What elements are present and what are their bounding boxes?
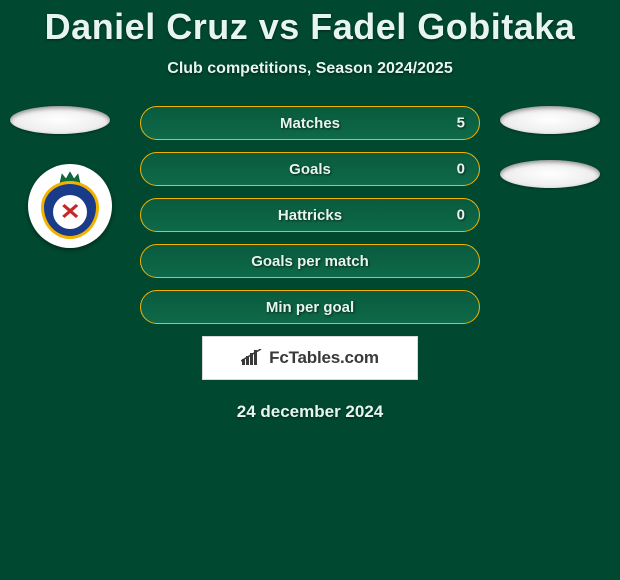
- brand-badge: FcTables.com: [202, 336, 418, 380]
- stats-list: Matches 5 Goals 0 Hattricks 0 Goals per …: [140, 106, 480, 324]
- player-right-club-placeholder: [500, 160, 600, 188]
- stat-label: Goals per match: [251, 253, 369, 270]
- badge-center-icon: ✕: [53, 195, 87, 229]
- stat-row: Matches 5: [140, 106, 480, 140]
- player-left-photo-placeholder: [10, 106, 110, 134]
- snapshot-date: 24 december 2024: [0, 402, 620, 422]
- stat-right-value: 0: [457, 207, 465, 224]
- stat-label: Matches: [280, 115, 340, 132]
- stat-row: Min per goal: [140, 290, 480, 324]
- bars-chart-icon: [241, 349, 263, 367]
- stat-right-value: 5: [457, 115, 465, 132]
- stat-label: Min per goal: [266, 299, 354, 316]
- player-right-photo-placeholder: [500, 106, 600, 134]
- stat-row: Goals per match: [140, 244, 480, 278]
- stat-right-value: 0: [457, 161, 465, 178]
- badge-x-icon: ✕: [59, 201, 80, 223]
- stat-row: Goals 0: [140, 152, 480, 186]
- stat-label: Goals: [289, 161, 331, 178]
- player-left-club-badge: ✕: [28, 164, 112, 248]
- club-crest-icon: ✕: [41, 173, 99, 239]
- stat-label: Hattricks: [278, 207, 342, 224]
- page-subtitle: Club competitions, Season 2024/2025: [0, 60, 620, 78]
- comparison-panel: ✕ Matches 5 Goals 0 Hattricks 0 Goals pe…: [0, 106, 620, 422]
- stat-row: Hattricks 0: [140, 198, 480, 232]
- page-title: Daniel Cruz vs Fadel Gobitaka: [0, 0, 620, 48]
- brand-text: FcTables.com: [269, 348, 379, 368]
